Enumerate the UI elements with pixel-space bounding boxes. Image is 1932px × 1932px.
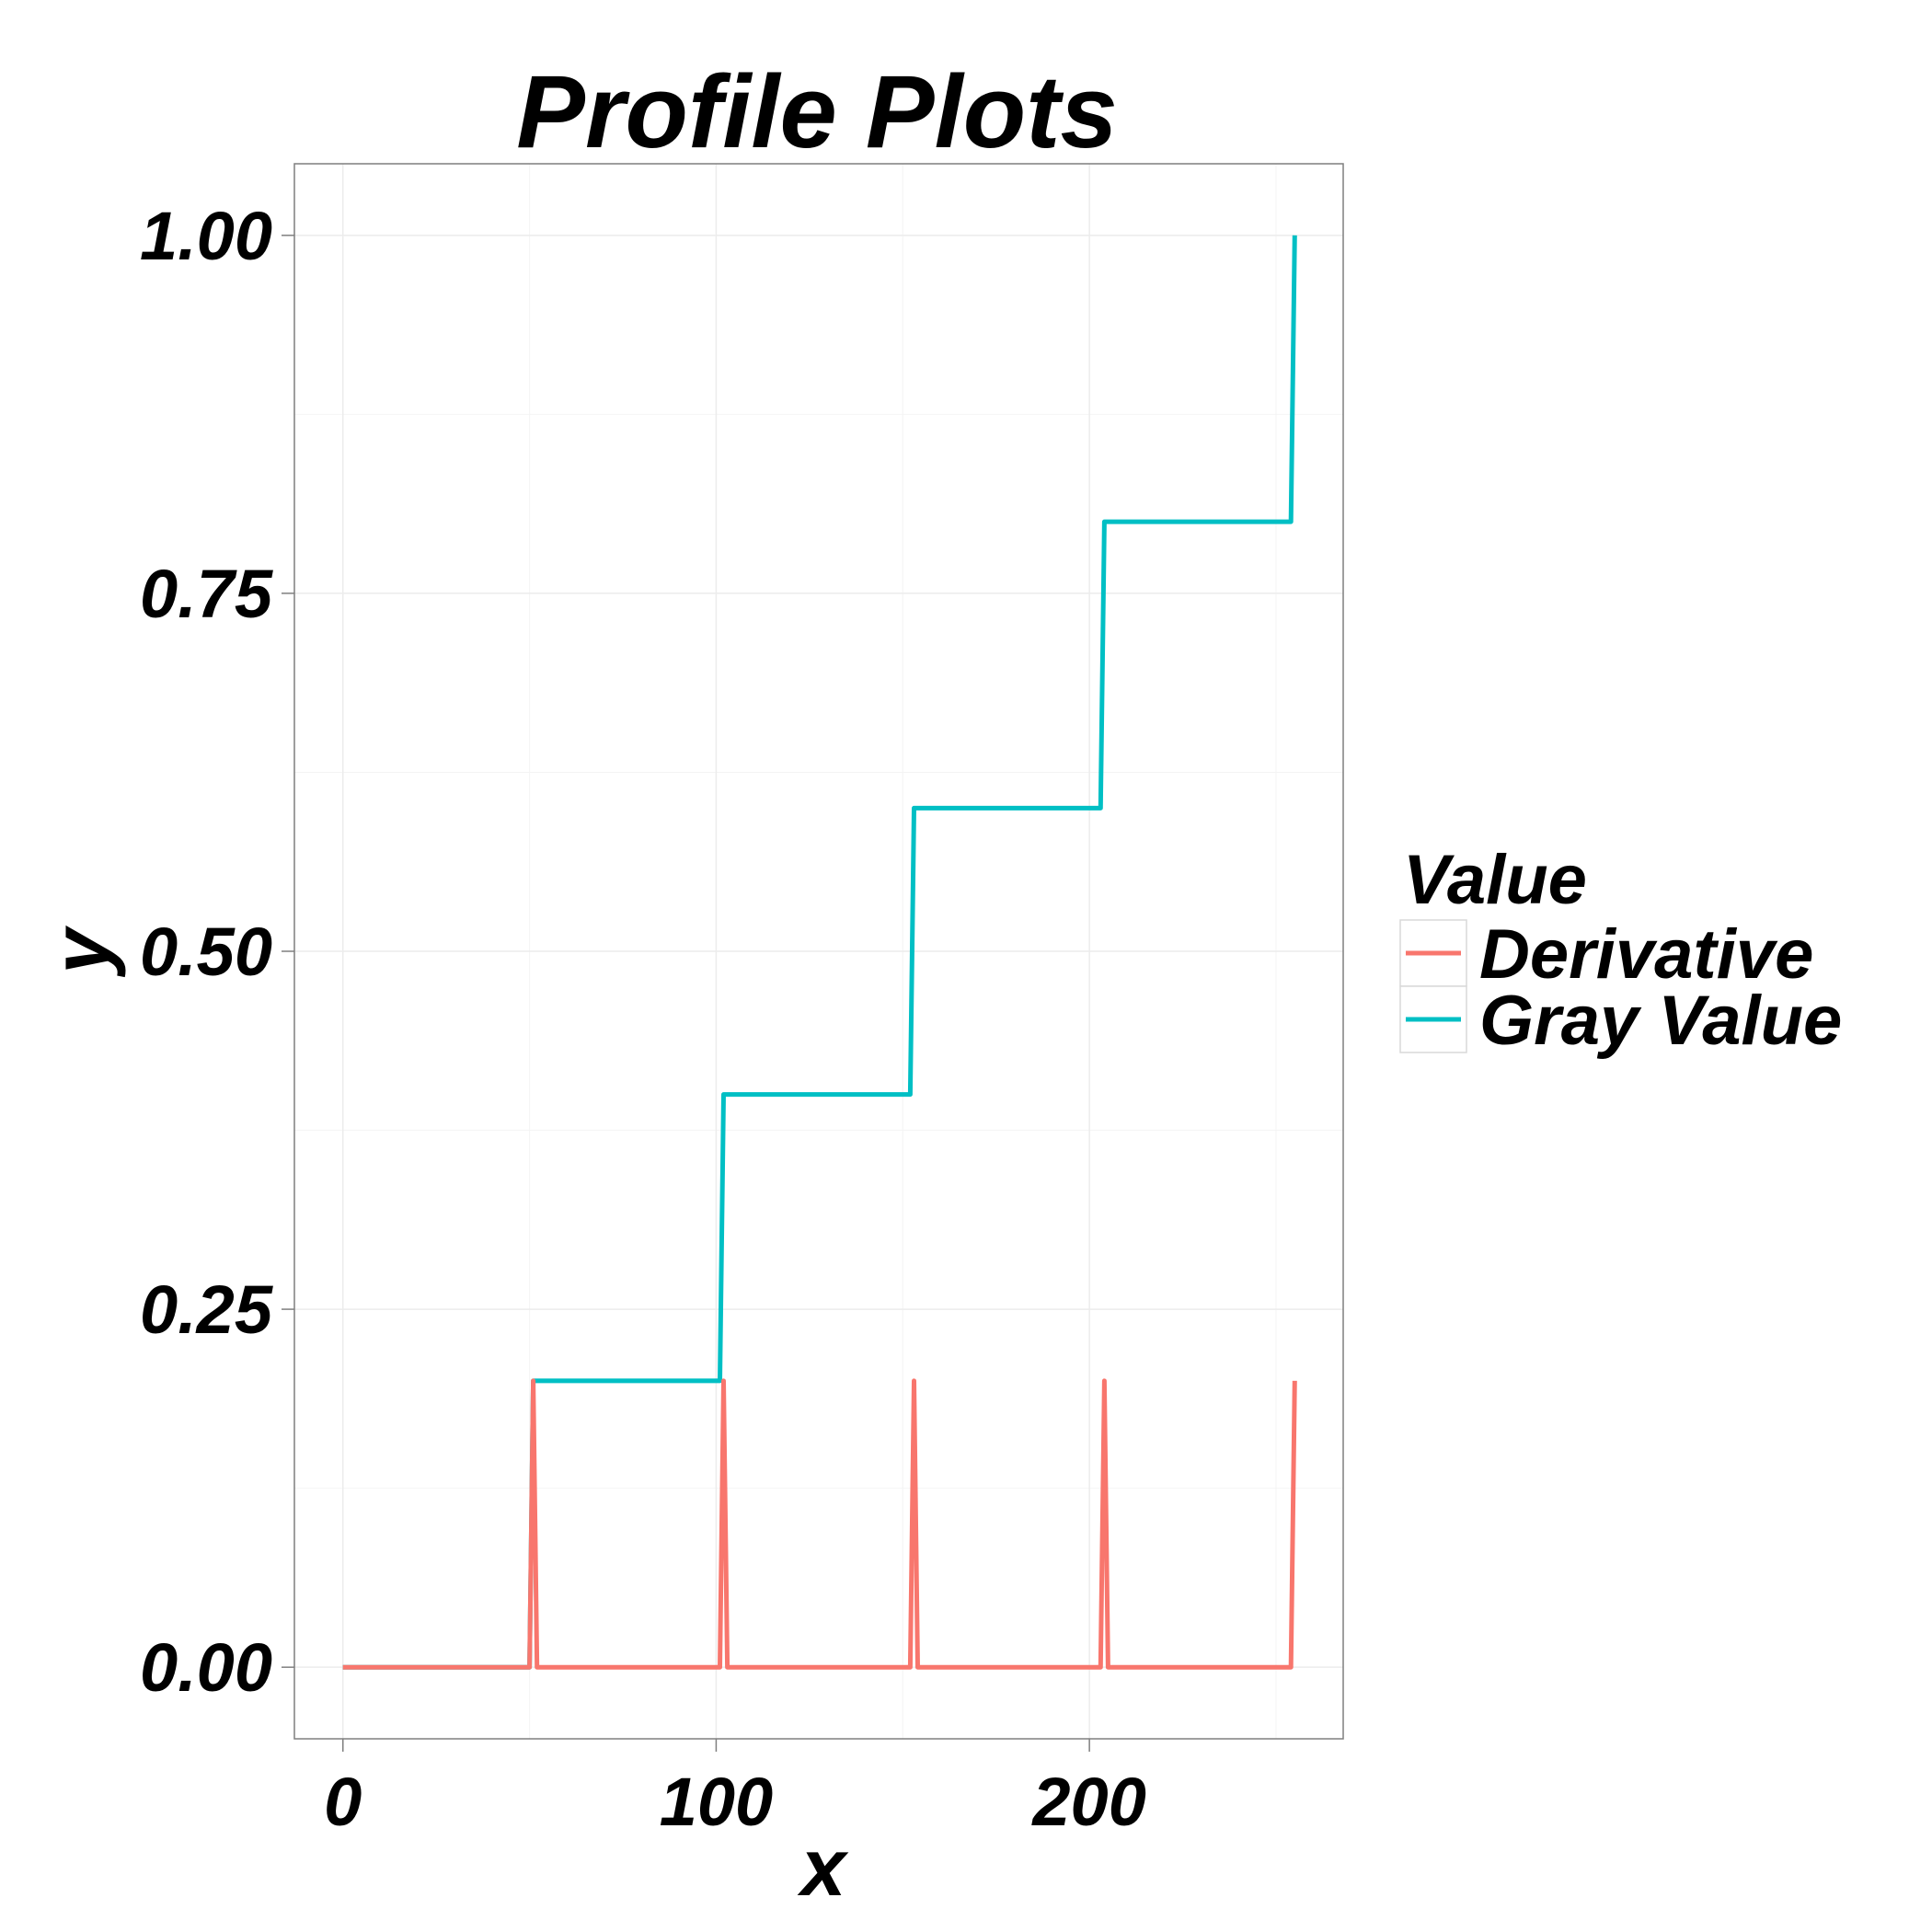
y-tick-label: 0.50 xyxy=(140,914,272,990)
y-tick-label: 0.25 xyxy=(140,1271,274,1348)
y-tick-label: 0.00 xyxy=(140,1629,272,1706)
x-tick-label: 0 xyxy=(324,1764,362,1840)
chart-title: Profile Plots xyxy=(516,54,1117,169)
x-tick-label: 200 xyxy=(1030,1764,1145,1840)
x-axis-title: x xyxy=(798,1822,849,1913)
series-line-derivative xyxy=(342,1378,1297,1670)
legend-label: Derivative xyxy=(1479,915,1813,994)
axes: 0.00 0.25 0.50 0.75 1.00 0 100 200 xyxy=(140,198,1146,1840)
y-tick-label: 0.75 xyxy=(140,556,274,632)
legend-label: Gray Value xyxy=(1479,982,1842,1060)
y-tick-label: 1.00 xyxy=(140,198,272,274)
y-axis-title: y xyxy=(35,925,126,977)
series-lines xyxy=(342,235,1297,1670)
legend-title: Value xyxy=(1403,841,1587,919)
x-tick-label: 100 xyxy=(660,1764,773,1840)
